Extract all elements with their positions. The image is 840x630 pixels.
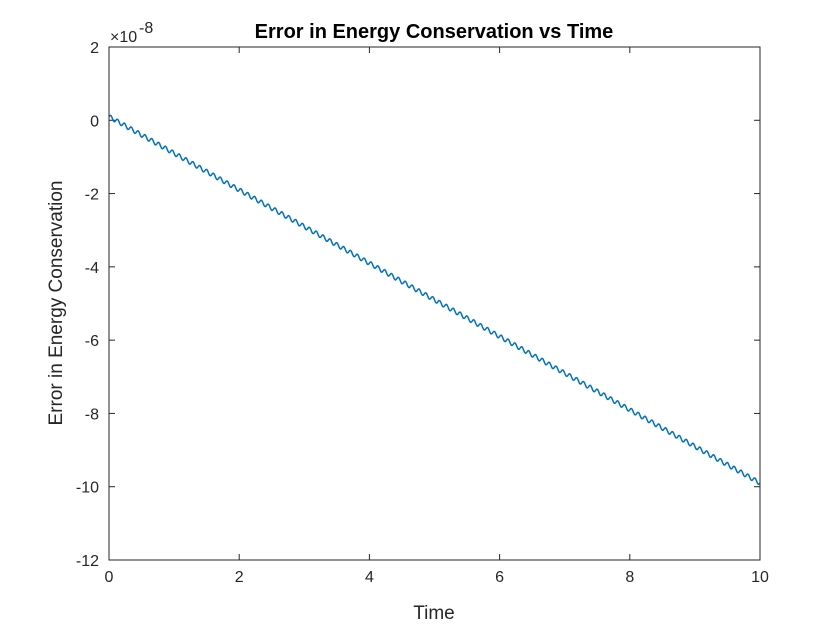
x-tick-label: 10 [751,569,769,586]
x-tick-label: 6 [495,569,504,586]
y-multiplier-exponent: -8 [139,20,153,37]
y-tick-label: -2 [85,187,99,204]
x-tick-label: 2 [235,569,244,586]
axes-box [108,46,761,561]
x-axis-label: Time [413,603,455,624]
y-tick-label: 2 [90,40,99,57]
y-tick-label: -12 [76,553,99,570]
y-tick-label: -6 [85,333,99,350]
x-tick-label: 4 [365,569,374,586]
x-tick-label: 8 [625,569,634,586]
chart-title: Error in Energy Conservation vs Time [255,21,614,43]
y-tick-label: -4 [85,260,99,277]
plot-area [109,47,760,560]
y-tick-label: 0 [90,113,99,130]
x-axis-ticks: 0 2 4 6 8 10 [105,47,769,586]
y-tick-label: -8 [85,406,99,423]
y-axis-label: Error in Energy Conservation [46,181,67,426]
y-multiplier: ×10 -8 [110,20,153,46]
series-line-energy-error [108,114,761,486]
y-tick-label: -10 [76,480,99,497]
x-tick-label: 0 [105,569,114,586]
y-multiplier-base: ×10 [110,29,137,46]
